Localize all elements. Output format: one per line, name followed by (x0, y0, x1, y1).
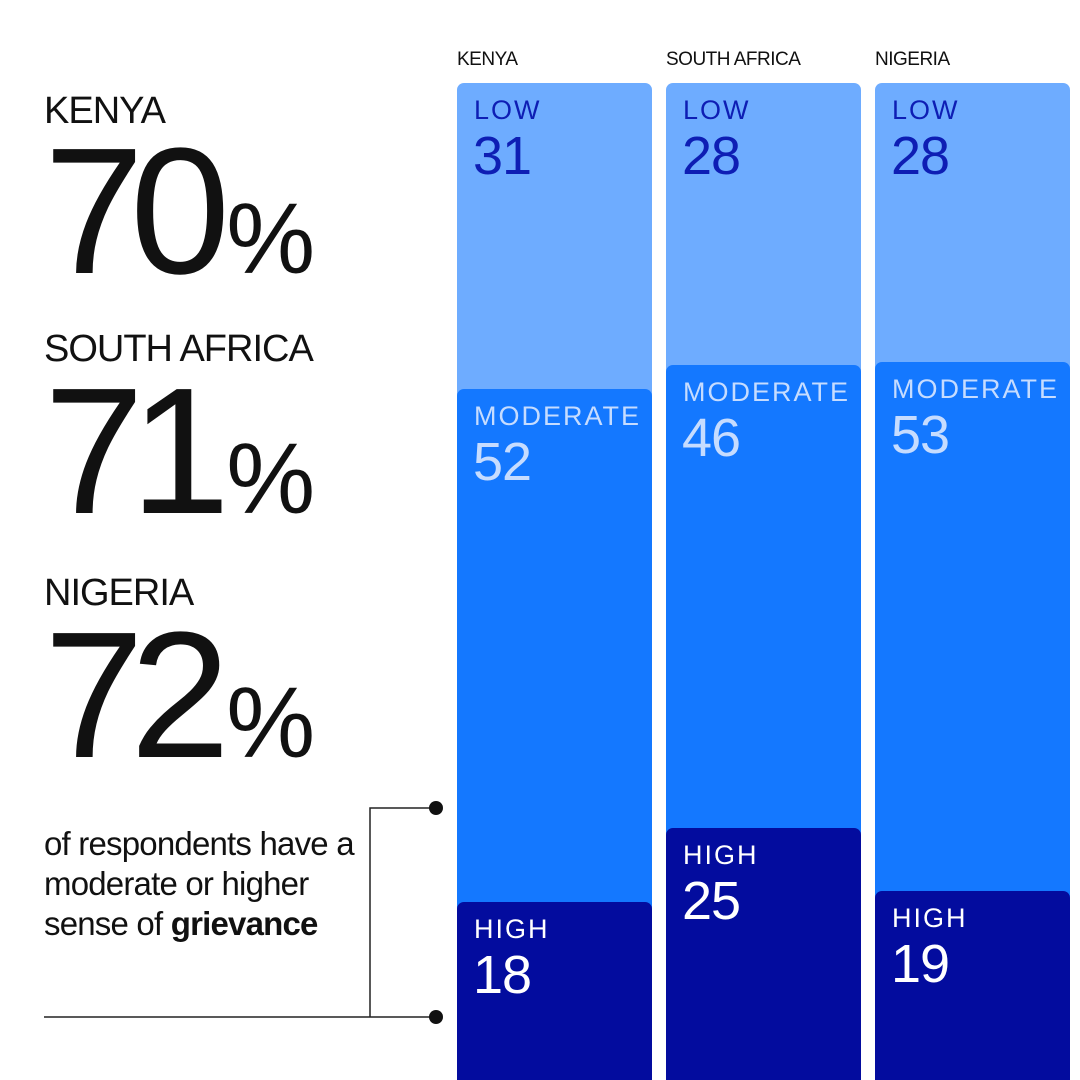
summary-number: 72 (44, 595, 230, 796)
segment-label: HIGH (892, 902, 968, 933)
column-label-south-africa: SOUTH AFRICA (666, 49, 801, 70)
segment-value: 52 (473, 432, 532, 492)
segment-label: HIGH (474, 914, 550, 945)
summary-country-kenya: KENYA (44, 90, 166, 132)
segment-value: 46 (682, 407, 741, 468)
segment-value: 28 (682, 126, 741, 186)
summary-country-south-africa: SOUTH AFRICA (44, 328, 314, 370)
bar-nigeria-high: HIGH 19 (875, 890, 1070, 1080)
bracket-upper-line (369, 807, 436, 1017)
bracket-top-dot (429, 801, 443, 815)
segment-value: 53 (891, 405, 950, 466)
segment-label: MODERATE (683, 376, 851, 407)
column-label-nigeria: NIGERIA (875, 49, 950, 70)
summary-country-nigeria: NIGERIA (44, 572, 194, 614)
summary-value-nigeria: 72% (44, 606, 315, 786)
segment-label: MODERATE (474, 401, 642, 431)
caption-emphasis: grievance (170, 905, 319, 942)
percent-sign: % (226, 183, 315, 295)
summary-value-south-africa: 71% (44, 362, 315, 542)
segment-label: HIGH (683, 840, 759, 871)
segment-value: 19 (891, 933, 950, 994)
caption-text: of respondents have a moderate or higher… (44, 825, 355, 942)
percent-sign: % (226, 423, 315, 535)
bracket-bottom-dot (429, 1010, 443, 1024)
segment-value: 18 (473, 945, 532, 1006)
segment-value: 25 (682, 871, 741, 932)
segment-label: MODERATE (892, 374, 1060, 405)
summary-number: 70 (44, 111, 230, 312)
segment-value: 31 (473, 126, 532, 186)
summary-caption: of respondents have a moderate or higher… (44, 824, 374, 944)
bar-kenya-high: HIGH 18 (457, 902, 652, 1080)
summary-number: 71 (44, 351, 230, 552)
column-label-kenya: KENYA (457, 49, 518, 70)
percent-sign: % (226, 667, 315, 779)
segment-label: LOW (892, 95, 960, 125)
segment-value: 28 (891, 126, 950, 186)
segment-label: LOW (683, 95, 751, 125)
segment-label: LOW (474, 95, 542, 125)
summary-value-kenya: 70% (44, 122, 315, 302)
bar-south-africa-high: HIGH 25 (666, 828, 861, 1080)
